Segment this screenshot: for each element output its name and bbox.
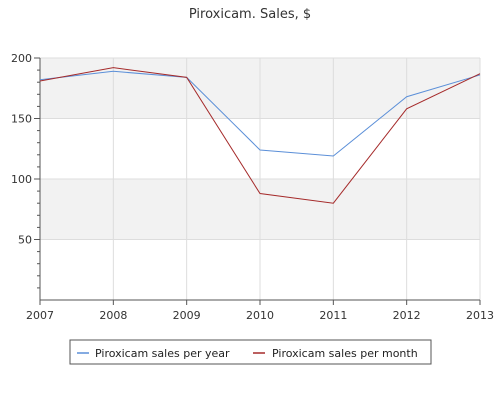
x-tick-label: 2012 — [393, 309, 421, 322]
series-line-1 — [39, 67, 481, 204]
legend-label-1: Piroxicam sales per month — [272, 347, 418, 360]
x-tick-label: 2009 — [173, 309, 201, 322]
x-tick-label: 2007 — [26, 309, 54, 322]
y-tick-label: 150 — [11, 113, 32, 126]
legend: Piroxicam sales per year Piroxicam sales… — [69, 339, 432, 365]
x-tick-label: 2011 — [319, 309, 347, 322]
series-line-0 — [39, 70, 481, 157]
x-axis-ticks: 2007 2008 2009 2010 2011 2012 2013 — [26, 300, 494, 322]
legend-label-0: Piroxicam sales per year — [95, 347, 230, 360]
y-tick-label: 100 — [11, 173, 32, 186]
x-tick-label: 2008 — [99, 309, 127, 322]
x-tick-label: 2010 — [246, 309, 274, 322]
y-axis-ticks: 50 100 150 200 — [11, 52, 40, 289]
x-tick-label: 2013 — [466, 309, 494, 322]
y-tick-label: 200 — [11, 52, 32, 65]
y-tick-label: 50 — [18, 234, 32, 247]
series-lines — [39, 67, 481, 204]
chart-title: Piroxicam. Sales, $ — [189, 7, 311, 22]
legend-box — [69, 339, 432, 365]
